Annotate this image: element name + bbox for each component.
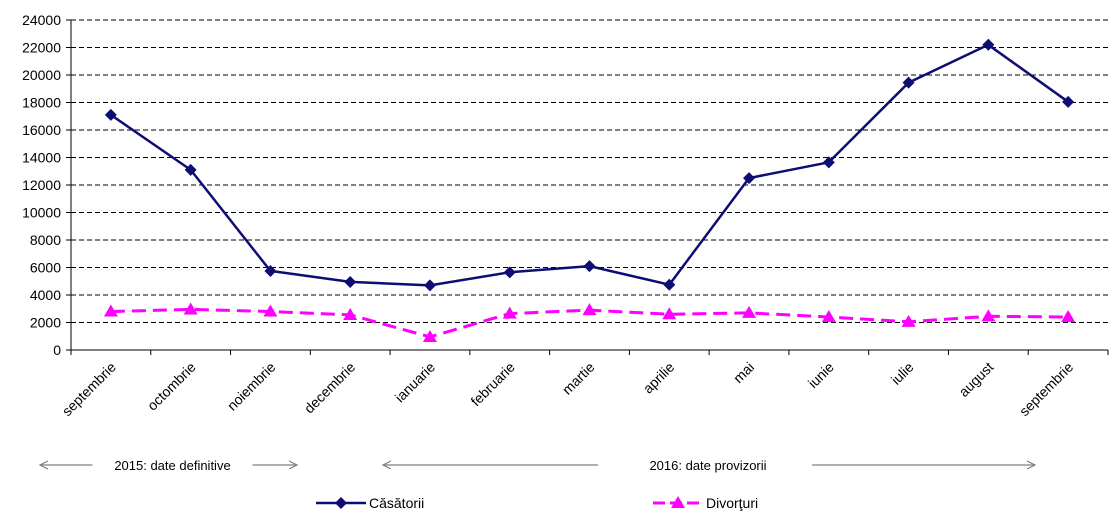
- legend: Căsătorii Divorţuri: [316, 495, 758, 511]
- x-tick-label: septembrie: [1016, 359, 1076, 419]
- axes: [66, 19, 1109, 355]
- data-point-marker: [422, 329, 437, 342]
- series-line-casatorii: [110, 43, 1069, 287]
- x-tick-label: ianuarie: [392, 359, 439, 406]
- data-point-marker: [103, 304, 118, 317]
- x-tick-label: decembrie: [301, 359, 359, 417]
- data-point-marker: [502, 306, 517, 319]
- data-point-marker: [902, 76, 915, 89]
- arrow-head: [38, 460, 49, 470]
- data-point-marker: [183, 302, 198, 315]
- arrow-head: [288, 460, 299, 470]
- data-point-marker: [742, 305, 757, 318]
- y-tick-label: 14000: [22, 150, 61, 166]
- data-point-marker: [1061, 310, 1076, 322]
- x-tick-label: octombrie: [144, 359, 199, 414]
- data-point-marker: [662, 307, 677, 320]
- y-tick-label: 12000: [22, 177, 61, 193]
- legend-label: Căsătorii: [369, 495, 424, 511]
- legend-label: Divorţuri: [706, 495, 758, 511]
- y-tick-label: 22000: [22, 40, 61, 56]
- y-tick-label: 2000: [30, 315, 61, 331]
- y-tick-label: 24000: [22, 12, 61, 28]
- y-tick-label: 16000: [22, 122, 61, 138]
- arrow-head: [1026, 460, 1037, 470]
- period-annotations: 2015: date definitive 2016: date provizor…: [38, 458, 1037, 473]
- y-tick-label: 18000: [22, 95, 61, 111]
- data-point-marker: [583, 260, 596, 273]
- data-point-marker: [821, 310, 836, 322]
- gridlines: [71, 19, 1108, 323]
- y-tick-label: 0: [53, 342, 61, 358]
- period-label: 2015: date definitive: [114, 458, 230, 473]
- x-axis-tick-labels: septembrie octombrie noiembrie decembrie ian…: [59, 359, 1077, 419]
- x-tick-label: noiembrie: [224, 359, 279, 414]
- legend-marker: [671, 496, 685, 508]
- data-point-marker: [104, 108, 117, 121]
- x-tick-label: august: [955, 359, 996, 400]
- data-point-marker: [344, 275, 357, 288]
- y-tick-label: 6000: [30, 260, 61, 276]
- data-point-marker: [982, 38, 995, 51]
- data-point-marker: [743, 172, 756, 185]
- data-point-marker: [1062, 95, 1075, 108]
- y-axis-tick-labels: 0 2000 4000 6000 8000 10000 12000 14000 16000 180…: [22, 12, 61, 358]
- x-tick-label: aprilie: [640, 359, 678, 397]
- data-point-marker: [663, 278, 676, 291]
- data-point-marker: [901, 314, 916, 327]
- y-tick-label: 4000: [30, 287, 61, 303]
- period-label: 2016: date provizorii: [649, 458, 766, 473]
- data-point-marker: [423, 279, 436, 292]
- data-point-marker: [582, 303, 597, 316]
- data-point-marker: [503, 266, 516, 279]
- data-point-marker: [263, 304, 278, 317]
- data-point-marker: [343, 307, 358, 320]
- data-point-marker: [822, 156, 835, 169]
- series-layer: [103, 38, 1076, 342]
- x-tick-label: iunie: [805, 359, 837, 391]
- data-point-marker: [981, 309, 996, 322]
- arrow-head: [381, 460, 392, 470]
- y-tick-label: 8000: [30, 232, 61, 248]
- x-tick-label: martie: [559, 359, 598, 398]
- data-point-marker: [264, 264, 277, 277]
- x-tick-label: septembrie: [59, 359, 119, 419]
- x-tick-label: februarie: [467, 359, 518, 410]
- x-tick-label: mai: [730, 359, 757, 386]
- legend-marker: [335, 497, 347, 509]
- x-tick-label: iulie: [888, 359, 917, 388]
- y-tick-label: 10000: [22, 205, 61, 221]
- y-tick-label: 20000: [22, 67, 61, 83]
- data-point-marker: [184, 163, 197, 176]
